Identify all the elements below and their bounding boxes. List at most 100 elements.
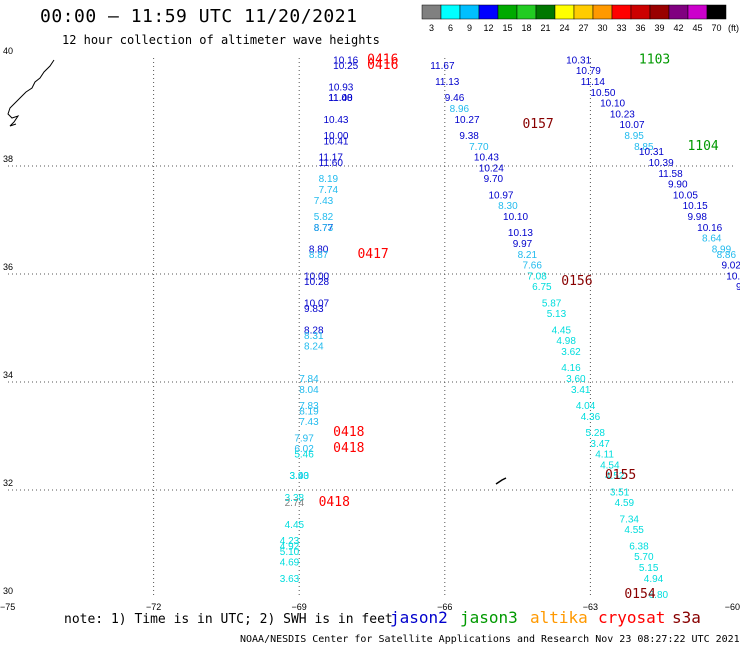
wave-height-label: 8.30: [498, 201, 518, 212]
wave-height-label: 9.83: [304, 304, 324, 315]
wave-height-label: 7.70: [469, 142, 489, 153]
legend-swatch: [554, 4, 575, 20]
wave-height-label: 10.07: [620, 120, 645, 131]
pass-time-label: 1103: [639, 52, 670, 67]
wave-height-label: 7.43: [299, 417, 319, 428]
wave-height-label: 10.13: [508, 228, 533, 239]
wave-height-label: 10.27: [455, 115, 480, 126]
wave-height-label: 11.48: [328, 93, 353, 104]
wave-height-label: 10.10: [600, 99, 625, 110]
wave-height-label: 4.59: [615, 498, 635, 509]
legend-swatch: [668, 4, 689, 20]
wave-height-label: 6.80: [649, 590, 669, 601]
wave-height-label: 10.15: [683, 201, 708, 212]
wave-height-label: 7.08: [527, 271, 547, 282]
wave-height-label: 5.15: [639, 563, 659, 574]
satellite-label-altika: altika: [530, 608, 588, 627]
legend-tick-label: 36: [635, 23, 645, 33]
legend-swatch: [478, 4, 499, 20]
wave-height-label: 5.13: [547, 309, 567, 320]
legend-tick-label: 33: [616, 23, 626, 33]
wave-height-label: 10.00: [323, 131, 348, 142]
legend-tick-label: 18: [521, 23, 531, 33]
wave-height-label: 10.00: [304, 271, 329, 282]
credit-footer: NOAA/NESDIS Center for Satellite Applica…: [240, 634, 740, 645]
legend-swatch: [611, 4, 632, 20]
wave-height-label: 11.60: [319, 158, 344, 169]
wave-height-label: 11.58: [658, 169, 683, 180]
wave-height-label: 8.19: [319, 174, 339, 185]
wave-height-label: 3.38: [285, 493, 305, 504]
wave-height-label: 7.43: [314, 196, 334, 207]
satellite-label-cryosat: cryosat: [598, 608, 666, 627]
wave-height-label: 3.51: [610, 487, 630, 498]
legend-tick-label: 15: [502, 23, 512, 33]
wave-height-label: 3.63: [280, 574, 300, 585]
wave-height-label: 3.40: [289, 471, 309, 482]
wave-height-label: 10.93: [328, 82, 353, 93]
pass-time-label: 0418: [319, 495, 350, 510]
latitude-tick-label: 32: [3, 478, 13, 488]
wave-height-label: 3.62: [561, 347, 581, 358]
pass-time-label: 0157: [522, 117, 553, 132]
wave-height-label: 10.43: [323, 115, 348, 126]
legend-tick-label: 42: [673, 23, 683, 33]
wave-height-label: 4.52: [605, 471, 625, 482]
legend-swatch: [535, 4, 556, 20]
wave-height-label: 6.02: [294, 444, 314, 455]
legend-swatch: [440, 4, 461, 20]
legend-swatch: [516, 4, 537, 20]
pass-time-label: 0154: [624, 587, 655, 602]
wave-height-label: 8.73: [314, 223, 334, 234]
wave-height-label: 4.36: [581, 412, 601, 423]
wave-height-label: 7.66: [522, 261, 542, 272]
wave-height-label: 10.16: [697, 223, 722, 234]
wave-height-label: 9.91: [736, 282, 740, 293]
legend-swatch: [687, 4, 708, 20]
wave-height-label: 9.98: [687, 212, 707, 223]
legend-tick-label: 12: [483, 23, 493, 33]
wave-height-label: 8.96: [450, 104, 470, 115]
wave-height-label: 11.17: [319, 153, 344, 164]
legend-swatch: [497, 4, 518, 20]
wave-height-label: 4.92: [280, 541, 300, 552]
wave-height-label: 8.80: [309, 244, 329, 255]
wave-height-label: 11.00: [328, 93, 353, 104]
legend-swatch: [421, 4, 442, 20]
wave-height-label: 4.54: [600, 460, 620, 471]
wave-height-label: 8.31: [304, 331, 324, 342]
latitude-tick-label: 36: [3, 262, 13, 272]
wave-height-label: 4.94: [644, 574, 664, 585]
wave-height-label: 10.39: [649, 158, 674, 169]
wave-height-label: 11.14: [581, 77, 606, 88]
wave-height-label: 4.11: [595, 450, 614, 461]
wave-height-label: 10.05: [673, 190, 698, 201]
wave-height-label: 5.70: [634, 552, 654, 563]
wave-height-label: 8.64: [702, 234, 722, 245]
wave-height-label: 9.97: [513, 239, 533, 250]
wave-height-label: 6.38: [629, 541, 649, 552]
wave-height-label: 10.07: [304, 298, 329, 309]
legend-tick-label: 9: [467, 23, 472, 33]
wave-height-label: 10.10: [503, 212, 528, 223]
wave-height-label: 8.85: [634, 142, 654, 153]
wave-height-label: 8.86: [717, 250, 737, 261]
latitude-tick-label: 30: [3, 586, 13, 596]
legend-swatch: [573, 4, 594, 20]
legend-swatch: [592, 4, 613, 20]
longitude-tick-label: −69: [292, 602, 307, 612]
wave-height-label: 10.31: [566, 55, 591, 66]
wave-height-label: 9.38: [459, 131, 479, 142]
wave-height-label: 6.75: [532, 282, 552, 293]
wave-height-label: 10.25: [333, 61, 358, 72]
wave-height-label: 7.34: [620, 514, 640, 525]
wave-height-label: 10.31: [639, 147, 664, 158]
legend-tick-label: 45: [692, 23, 702, 33]
legend-tick-label: 24: [559, 23, 569, 33]
wave-height-label: 3.60: [566, 374, 586, 385]
wave-height-label: 3.93: [289, 471, 309, 482]
legend-swatch: [649, 4, 670, 20]
longitude-tick-label: −63: [583, 602, 598, 612]
